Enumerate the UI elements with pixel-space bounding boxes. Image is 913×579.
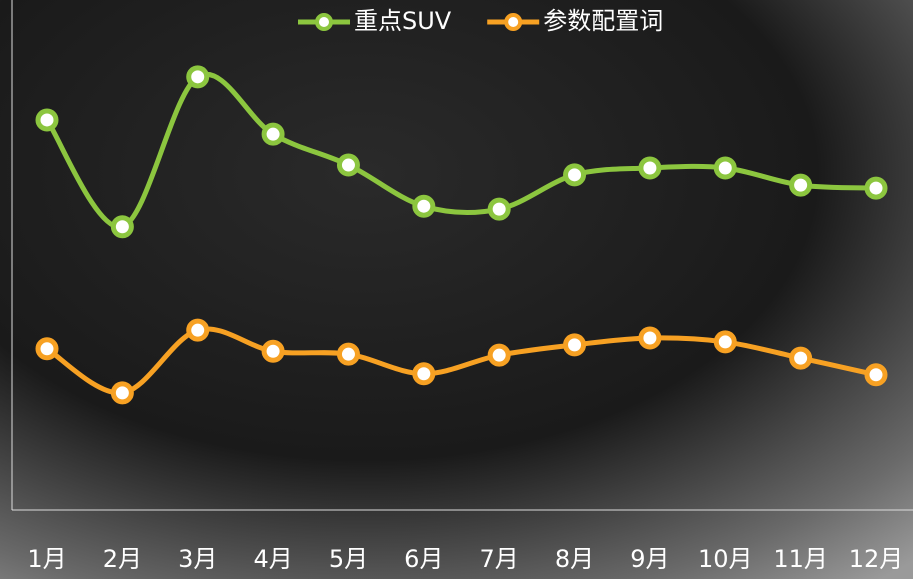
data-point <box>110 381 134 405</box>
x-tick-label: 1月 <box>27 545 66 573</box>
x-tick-label: 9月 <box>630 545 669 573</box>
data-point <box>713 156 737 180</box>
x-tick-label: 4月 <box>253 545 292 573</box>
data-point <box>864 176 888 200</box>
data-point <box>412 194 436 218</box>
x-tick-label: 5月 <box>329 545 368 573</box>
data-point <box>487 197 511 221</box>
data-point <box>261 339 285 363</box>
x-tick-label: 2月 <box>103 545 142 573</box>
x-tick-label: 11月 <box>773 545 828 573</box>
data-point <box>713 330 737 354</box>
data-point <box>789 346 813 370</box>
data-point <box>563 333 587 357</box>
data-point <box>638 326 662 350</box>
legend-marker <box>504 13 523 31</box>
x-tick-label: 7月 <box>480 545 519 573</box>
data-point <box>563 163 587 187</box>
x-tick-label: 10月 <box>698 545 753 573</box>
data-point <box>412 362 436 386</box>
data-point <box>487 343 511 367</box>
data-point <box>110 215 134 239</box>
data-point <box>789 173 813 197</box>
data-point <box>35 108 59 132</box>
legend: 重点SUV 参数配置词 <box>298 7 663 35</box>
legend-label: 参数配置词 <box>543 7 663 35</box>
data-point <box>186 65 210 89</box>
legend-marker <box>315 13 333 31</box>
data-point <box>864 363 888 387</box>
data-point <box>261 122 285 146</box>
legend-label: 重点SUV <box>354 7 452 35</box>
x-tick-label: 12月 <box>849 545 904 573</box>
data-point <box>638 156 662 180</box>
data-point <box>336 153 360 177</box>
x-tick-label: 3月 <box>178 545 217 573</box>
x-tick-label: 6月 <box>404 545 443 573</box>
data-point <box>35 337 59 361</box>
x-tick-label: 8月 <box>555 545 594 573</box>
data-point <box>336 342 360 366</box>
data-point <box>186 318 210 342</box>
